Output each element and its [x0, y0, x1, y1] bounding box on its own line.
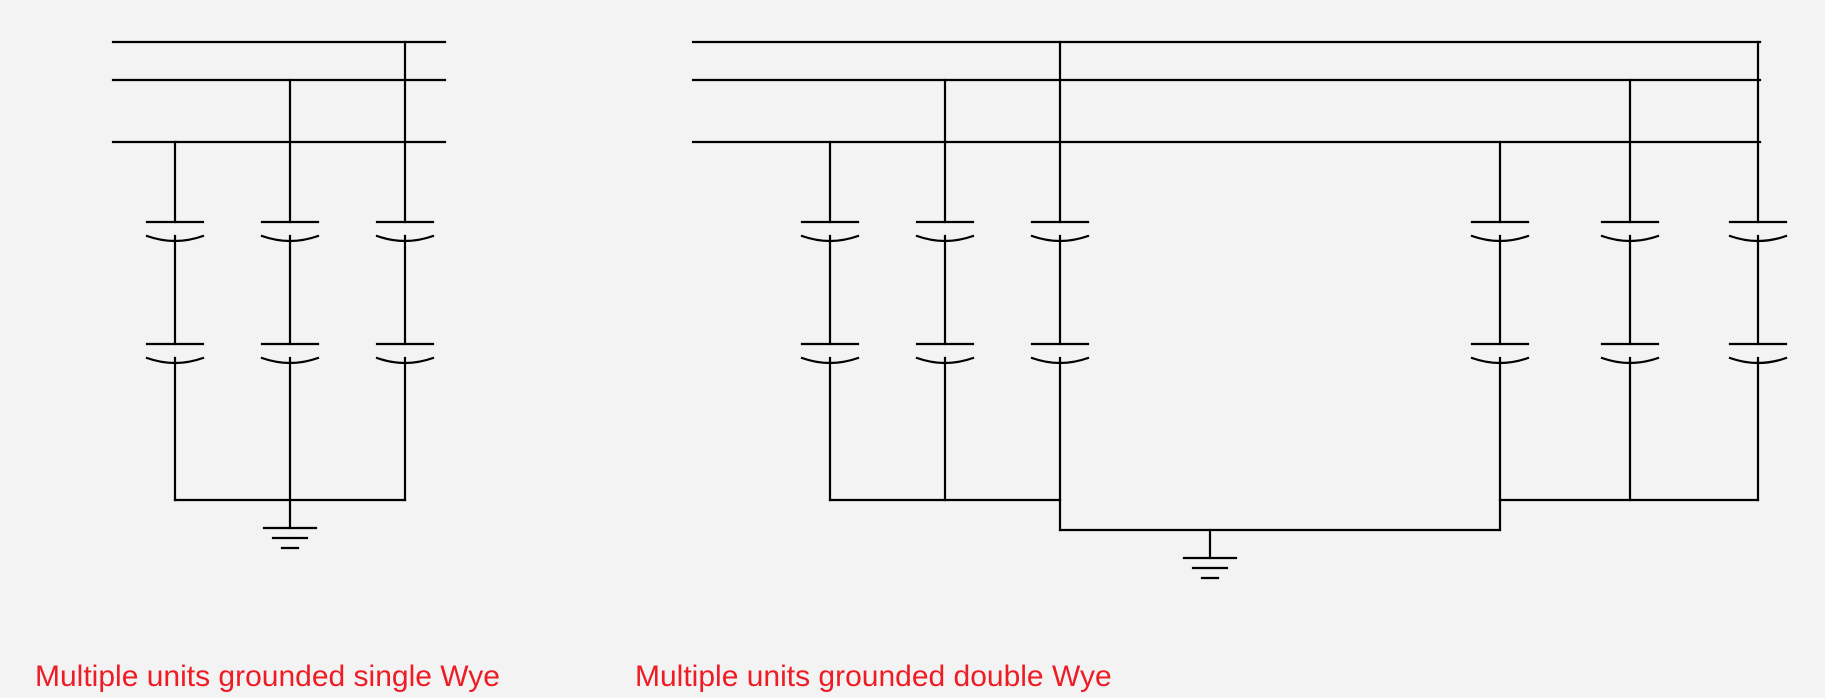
- caption-single-wye: Multiple units grounded single Wye: [35, 660, 500, 694]
- schematic-canvas: [0, 0, 1825, 698]
- caption-double-wye: Multiple units grounded double Wye: [635, 660, 1112, 694]
